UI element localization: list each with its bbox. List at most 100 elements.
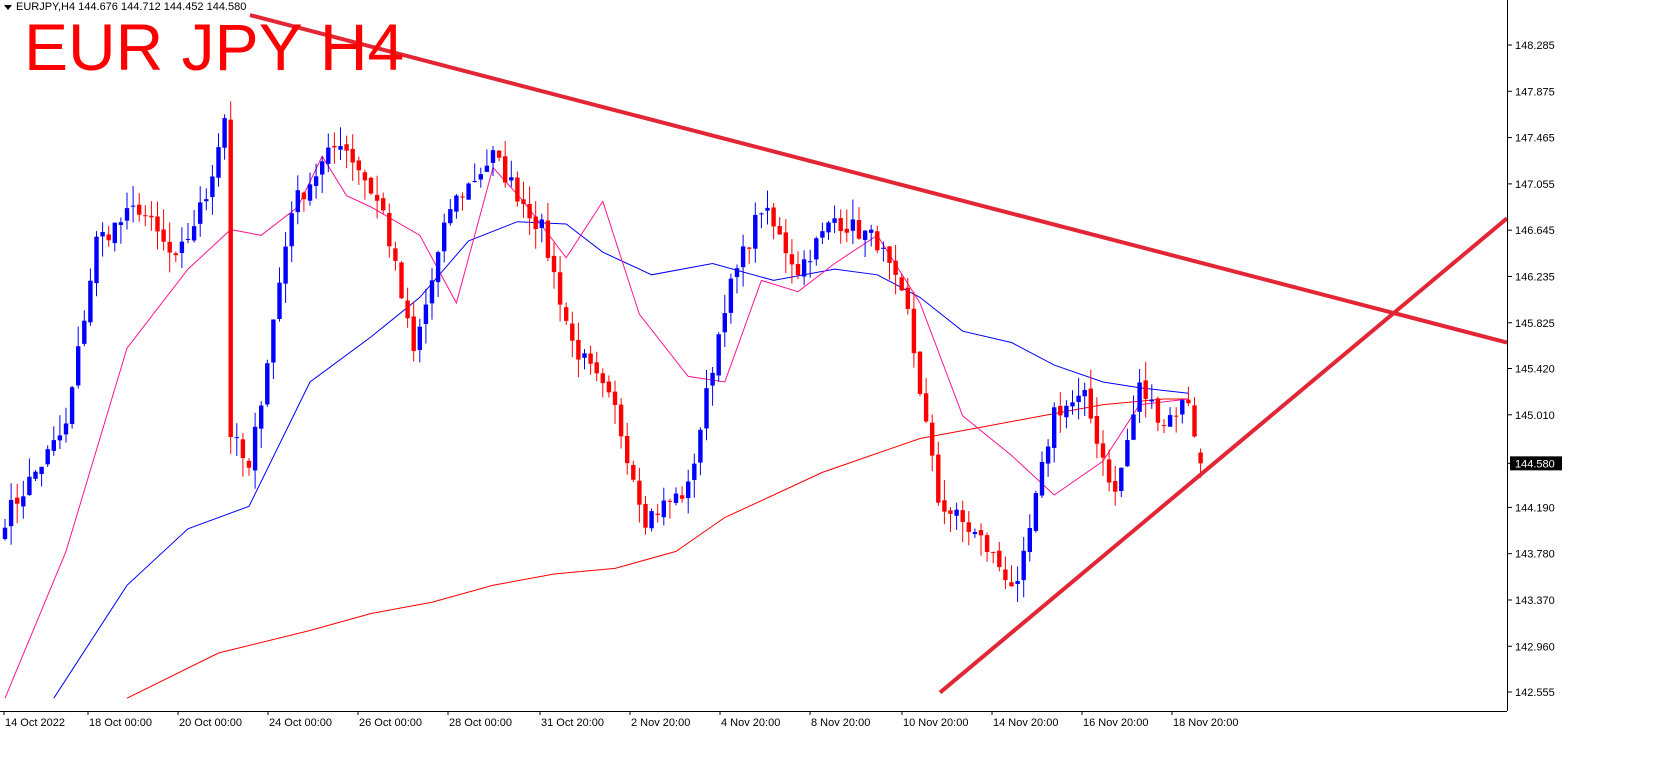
candle [1021,536,1026,598]
candle [582,349,587,370]
candle [509,160,514,187]
candle [1119,467,1124,498]
candle [991,551,996,564]
candle [295,175,300,225]
candle [228,101,233,454]
candle [301,191,307,212]
candle [307,172,313,206]
candle [747,246,752,264]
candle [1088,369,1093,424]
candle [429,268,435,320]
candle [570,311,575,358]
candle [1094,397,1100,459]
candle [515,171,520,207]
candle [869,224,874,247]
candle [252,412,258,489]
symbol-info[interactable]: EURJPY,H4 144.676 144.712 144.452 144.58… [4,1,246,13]
candle [124,192,130,230]
candle [265,359,270,407]
trendlines[interactable] [249,13,1509,695]
xtick-label: 28 Oct 00:00 [449,717,512,729]
candle [789,239,795,284]
candle [356,156,361,185]
candle [887,246,892,280]
ytick-label: 146.235 [1515,271,1555,283]
candle [94,231,99,297]
candle [350,134,355,181]
candle [649,508,654,532]
candle [442,213,447,263]
xtick-label: 2 Nov 20:00 [631,717,690,729]
candle [204,188,209,211]
candle [972,528,978,538]
xtick-label: 20 Oct 00:00 [179,717,242,729]
candle [472,163,477,183]
candle [862,230,868,258]
candle [1155,396,1161,432]
candle [936,441,941,506]
resistance-trendline[interactable] [249,13,1508,345]
candle [1003,556,1008,589]
xtick-label: 24 Oct 00:00 [269,717,332,729]
candle [533,201,538,249]
xtick-label: 14 Nov 20:00 [993,717,1058,729]
candle [1009,565,1014,587]
candle [606,375,612,398]
candle [283,232,288,304]
ytick-label: 142.555 [1515,687,1555,699]
candle [948,507,953,532]
candle [289,201,294,263]
candlesticks [2,101,1203,603]
candle [1180,399,1185,424]
candle [448,199,453,226]
candle [2,518,8,541]
candle [191,209,197,243]
candle [1167,407,1173,427]
candle [808,249,813,278]
candle [387,203,392,258]
xtick-label: 16 Nov 20:00 [1083,717,1148,729]
candle [246,458,252,476]
xtick-label: 18 Nov 20:00 [1173,717,1238,729]
candle [15,483,20,524]
support-trendline[interactable] [938,216,1509,695]
candle [777,217,782,235]
candle [564,302,569,325]
xtick-label: 31 Oct 20:00 [541,717,604,729]
candle [69,385,75,429]
candle [1058,392,1063,433]
candle [978,523,984,556]
candle [826,220,831,240]
candle [557,256,563,322]
ma-mid-line [53,221,1189,699]
candle [1033,490,1039,533]
candle [1143,361,1148,418]
candle [850,199,856,245]
chevron-down-icon[interactable] [4,4,12,10]
ytick-label: 145.825 [1515,318,1555,330]
candle [1064,400,1069,429]
candle [740,234,746,287]
ytick-label: 148.285 [1515,40,1555,52]
candle [1125,428,1130,467]
candle [881,241,886,262]
candle [57,415,63,449]
candle [271,319,276,380]
candle [100,222,105,257]
candle [503,140,508,188]
candle [161,209,166,251]
candle [618,398,624,449]
candle [923,378,929,424]
candle [1186,386,1191,406]
candle [832,205,837,234]
candle [33,470,38,482]
candle [326,133,331,173]
candle [655,503,660,523]
candle [27,458,32,496]
candle [905,277,910,315]
candle [631,460,636,483]
candle [673,487,679,506]
candle [795,251,801,280]
candle [1106,449,1112,492]
